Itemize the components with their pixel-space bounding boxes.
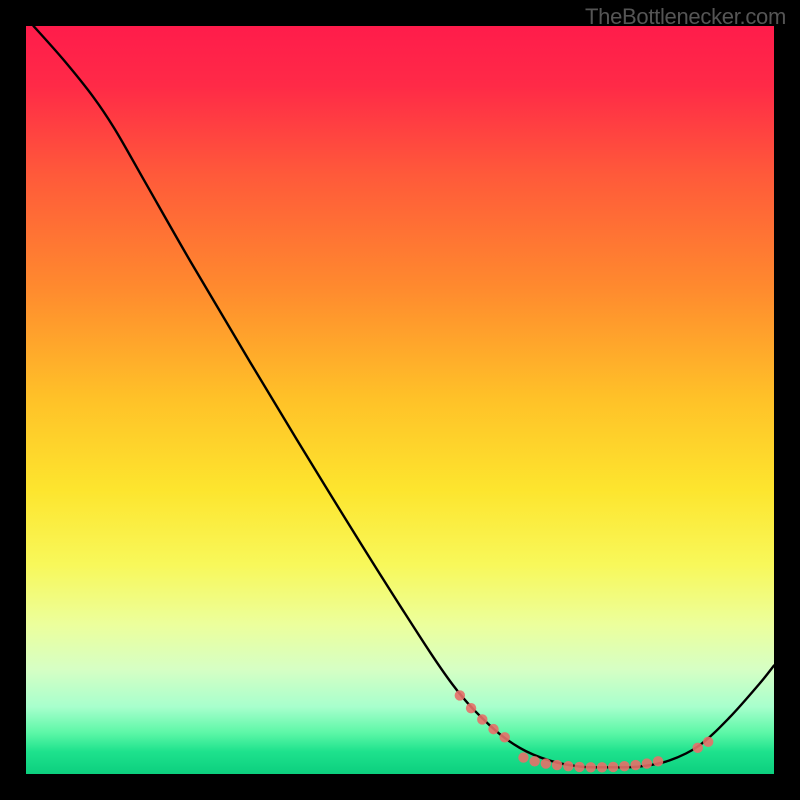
scatter-point	[466, 703, 476, 713]
scatter-point	[518, 752, 528, 762]
scatter-point	[574, 762, 584, 772]
scatter-point	[653, 756, 663, 766]
scatter-point	[455, 690, 465, 700]
watermark-text: TheBottlenecker.com	[585, 4, 786, 30]
scatter-point	[693, 743, 703, 753]
scatter-point	[586, 762, 596, 772]
scatter-point	[477, 714, 487, 724]
scatter-point	[552, 760, 562, 770]
scatter-point	[619, 761, 629, 771]
scatter-point	[630, 760, 640, 770]
scatter-point	[642, 758, 652, 768]
scatter-point	[703, 737, 713, 747]
scatter-point	[597, 762, 607, 772]
scatter-point	[500, 732, 510, 742]
scatter-point	[541, 758, 551, 768]
chart-container: TheBottlenecker.com	[0, 0, 800, 800]
scatter-points	[455, 690, 714, 772]
bottleneck-curve	[33, 26, 774, 767]
curve-layer	[26, 26, 774, 774]
scatter-point	[488, 724, 498, 734]
plot-area	[26, 26, 774, 774]
scatter-point	[608, 762, 618, 772]
scatter-point	[563, 761, 573, 771]
scatter-point	[529, 756, 539, 766]
